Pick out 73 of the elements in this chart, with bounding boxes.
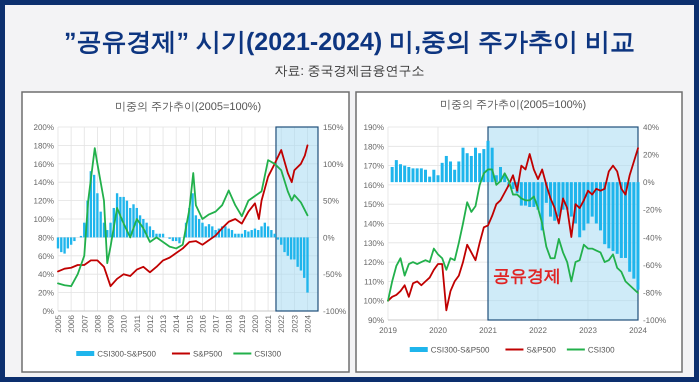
y2-tick-label: 40% xyxy=(643,123,660,132)
chart-title: 미중의 주가추이(2005=100%) xyxy=(440,99,586,111)
y-tick-label: 160% xyxy=(34,160,54,169)
y-tick-label: 90% xyxy=(368,316,384,325)
y-tick-label: 100% xyxy=(364,296,384,306)
legend-label: CSI300 xyxy=(254,350,282,358)
y-tick-label: 140% xyxy=(364,220,384,228)
y2-tick-label: -100% xyxy=(323,307,346,316)
y2-tick-label: -50% xyxy=(323,270,342,280)
y-tick-label: 180% xyxy=(364,142,384,152)
y2-tick-label: 100% xyxy=(323,160,344,169)
y-tick-label: 120% xyxy=(364,258,384,268)
y-tick-label: 110% xyxy=(364,277,384,286)
x-tick-label: 2006 xyxy=(67,314,76,333)
x-tick-label: 2014 xyxy=(172,314,182,333)
y2-tick-label: 150% xyxy=(323,123,344,132)
x-tick-label: 2016 xyxy=(198,314,208,333)
y-tick-label: 200% xyxy=(34,123,54,132)
x-tick-label: 2020 xyxy=(250,314,260,333)
y-tick-label: 60% xyxy=(38,252,54,261)
y2-tick-label: 0% xyxy=(643,178,655,188)
x-tick-label: 2005 xyxy=(54,314,63,333)
x-tick-label: 2015 xyxy=(185,314,194,333)
x-tick-label: 2009 xyxy=(106,314,116,333)
x-tick-label: 2018 xyxy=(224,314,234,333)
y-tick-label: 150% xyxy=(364,200,384,210)
y-tick-label: 100% xyxy=(34,215,54,224)
y2-tick-label: -100% xyxy=(643,316,666,325)
x-tick-label: 2020 xyxy=(429,326,448,335)
y2-tick-label: -20% xyxy=(643,206,662,215)
legend-label: S&P500 xyxy=(526,346,556,354)
x-tick-label: 2017 xyxy=(212,314,221,333)
y-tick-label: 160% xyxy=(364,180,384,190)
y-tick-label: 190% xyxy=(364,123,384,132)
y2-tick-label: -80% xyxy=(643,288,662,298)
y2-tick-label: 0% xyxy=(323,233,335,242)
x-tick-label: 2021 xyxy=(479,326,498,335)
y-tick-label: 170% xyxy=(364,162,384,171)
y2-tick-label: 20% xyxy=(643,150,660,160)
x-tick-label: 2024 xyxy=(303,314,312,333)
x-tick-label: 2008 xyxy=(93,314,102,333)
x-tick-label: 2022 xyxy=(277,314,286,333)
y-tick-label: 40% xyxy=(38,270,54,280)
x-tick-label: 2007 xyxy=(80,314,90,333)
x-tick-label: 2019 xyxy=(379,326,398,335)
y2-tick-label: 50% xyxy=(323,196,340,206)
y-tick-label: 20% xyxy=(38,288,54,298)
y-tick-label: 140% xyxy=(34,178,54,188)
legend-label: CSI300-S&P500 xyxy=(430,346,490,354)
y-tick-label: 0% xyxy=(42,307,54,316)
x-tick-label: 2010 xyxy=(120,314,129,333)
y-tick-label: 80% xyxy=(38,233,54,242)
text: ”공유경제” 시기(2021-2024) 미,중의 주가추이 비교 xyxy=(64,28,635,56)
x-tick-label: 2011 xyxy=(132,314,142,332)
y-tick-label: 180% xyxy=(34,141,54,150)
y2-tick-label: -40% xyxy=(643,233,662,242)
chart-title: 미중의 주가추이(2005=100%) xyxy=(114,101,262,113)
x-tick-label: 2024 xyxy=(629,326,648,335)
y-tick-label: 130% xyxy=(364,238,384,248)
y-tick-label: 120% xyxy=(34,196,54,206)
band-label: 공유경제 xyxy=(493,266,561,286)
legend-label: S&P500 xyxy=(192,350,223,358)
x-tick-label: 2012 xyxy=(146,314,155,333)
legend-label: CSI300-S&P500 xyxy=(97,350,157,358)
legend-label: CSI300 xyxy=(588,346,616,354)
text: 자료: 중국경제금융연구소 xyxy=(274,63,425,78)
x-tick-label: 2021 xyxy=(264,314,274,333)
x-tick-label: 2013 xyxy=(159,314,168,333)
x-tick-label: 2023 xyxy=(290,314,300,333)
x-tick-label: 2023 xyxy=(579,326,598,335)
y2-tick-label: -60% xyxy=(643,260,662,270)
x-tick-label: 2019 xyxy=(238,314,247,333)
x-tick-label: 2022 xyxy=(529,326,548,335)
